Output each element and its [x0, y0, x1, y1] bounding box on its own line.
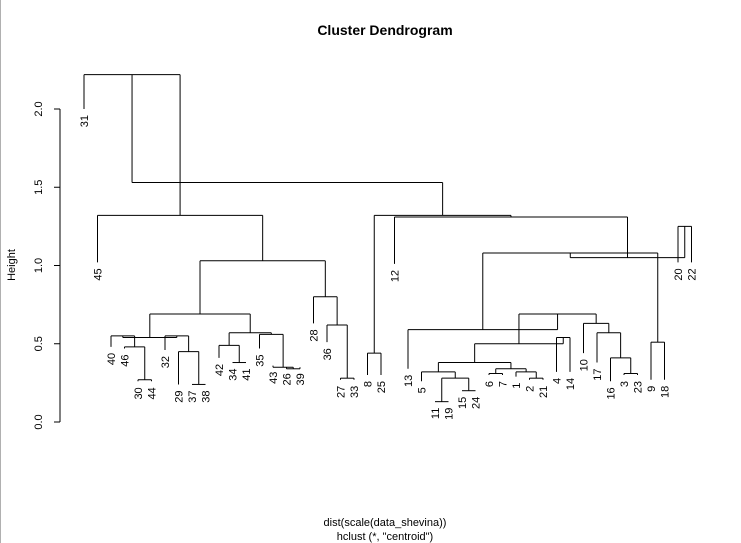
leaf-label-29: 29 [174, 390, 186, 402]
leaf-label-28: 28 [309, 329, 321, 341]
leaf-label-46: 46 [120, 354, 132, 366]
leaf-label-43: 43 [268, 372, 280, 384]
window-edge [0, 0, 1, 543]
leaf-label-23: 23 [633, 381, 645, 393]
leaf-label-41: 41 [241, 369, 253, 381]
leaf-label-24: 24 [471, 397, 483, 409]
leaf-label-39: 39 [295, 373, 307, 385]
leaf-label-40: 40 [106, 353, 118, 365]
leaf-label-11: 11 [430, 408, 442, 419]
leaf-label-37: 37 [187, 390, 199, 402]
leaf-label-31: 31 [79, 115, 91, 127]
leaf-label-3: 3 [619, 381, 631, 387]
leaf-label-6: 6 [484, 381, 496, 387]
leaf-label-8: 8 [363, 381, 375, 387]
chart-title: Cluster Dendrogram [317, 22, 452, 38]
leaf-label-12: 12 [390, 270, 402, 282]
leaf-label-15: 15 [457, 397, 469, 409]
leaf-label-5: 5 [417, 387, 429, 393]
leaf-label-30: 30 [133, 387, 145, 399]
x-axis-caption-line1: dist(scale(data_shevina)) [324, 517, 447, 529]
y-tick-label-0: 0.0 [33, 414, 45, 429]
leaf-label-25: 25 [376, 381, 388, 393]
leaf-label-42: 42 [214, 364, 226, 376]
leaf-label-26: 26 [282, 373, 294, 385]
y-axis-label: Height [6, 249, 18, 281]
leaf-label-36: 36 [322, 348, 334, 360]
leaf-label-16: 16 [606, 387, 618, 399]
leaf-label-21: 21 [538, 386, 550, 398]
leaf-label-44: 44 [147, 387, 159, 399]
dendrogram-tree [83, 74, 692, 403]
leaf-label-17: 17 [592, 369, 604, 381]
leaf-label-7: 7 [498, 381, 510, 387]
leaf-label-2: 2 [525, 386, 537, 392]
leaf-label-33: 33 [349, 386, 361, 398]
leaf-label-13: 13 [403, 375, 415, 387]
leaf-label-27: 27 [336, 386, 348, 398]
leaf-label-38: 38 [201, 390, 213, 402]
leaf-label-22: 22 [687, 268, 699, 280]
leaf-label-18: 18 [660, 386, 672, 398]
leaf-label-14: 14 [565, 378, 577, 390]
y-tick-label-4: 2.0 [33, 101, 45, 116]
leaf-label-1: 1 [511, 383, 523, 389]
y-tick-label-2: 1.0 [33, 258, 45, 273]
leaf-label-19: 19 [444, 408, 456, 420]
leaf-label-9: 9 [646, 386, 658, 392]
leaf-label-10: 10 [579, 359, 591, 371]
leaf-label-32: 32 [160, 356, 172, 368]
x-axis-caption-line2: hclust (*, "centroid") [337, 531, 433, 543]
y-axis: 0.0 0.5 1.0 1.5 2.0 [33, 101, 61, 430]
leaf-label-35: 35 [255, 354, 267, 366]
y-tick-label-1: 0.5 [33, 336, 45, 351]
leaf-label-34: 34 [228, 369, 240, 381]
leaf-label-45: 45 [93, 268, 105, 280]
y-tick-label-3: 1.5 [33, 180, 45, 195]
leaf-label-20: 20 [673, 268, 685, 280]
leaf-label-4: 4 [552, 378, 564, 384]
